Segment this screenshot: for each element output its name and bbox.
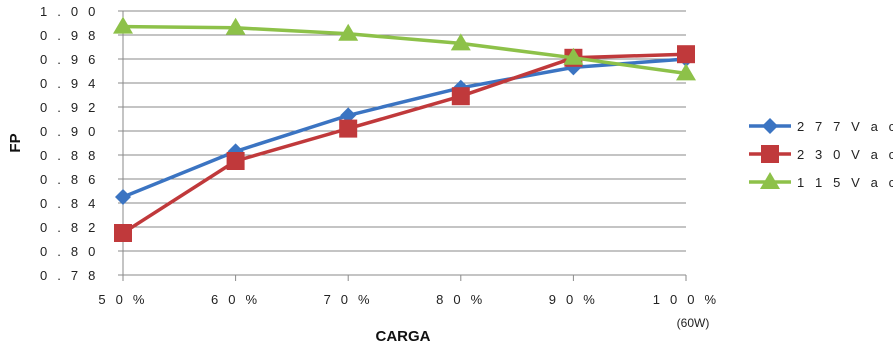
y-tick-label: 0 . 9 4 — [40, 76, 99, 91]
y-axis-ticks: 1 . 0 0 0 . 9 8 0 . 9 6 0 . 9 4 0 . 9 2 0 . 9… — [40, 4, 99, 283]
x-tick-label: 9 0 % — [549, 292, 598, 307]
data-point-square — [114, 224, 132, 242]
data-point-diamond — [340, 107, 357, 124]
legend-label: 2 3 0 V a c — [797, 147, 893, 162]
x-tick-label: 5 0 % — [98, 292, 147, 307]
y-tick-label: 0 . 8 6 — [40, 172, 99, 187]
y-tick-label: 0 . 9 2 — [40, 100, 99, 115]
y-tick-label: 0 . 9 6 — [40, 52, 99, 67]
data-point-triangle — [225, 17, 246, 35]
data-point-triangle — [676, 63, 696, 81]
series-line — [122, 57, 687, 199]
legend-marker-triangle — [760, 172, 780, 189]
x-tick-label: 1 0 0 % — [653, 292, 720, 307]
x-tick-label: 6 0 % — [211, 292, 260, 307]
y-tick-label: 0 . 9 8 — [40, 28, 99, 43]
x-axis-title: CARGA — [376, 328, 431, 345]
data-point-square — [339, 119, 358, 138]
y-tick-label: 0 . 7 8 — [40, 268, 99, 283]
series-layer — [113, 16, 696, 242]
x-axis-ticks: 5 0 % 6 0 % 7 0 % 8 0 % 9 0 % 1 0 0 % — [98, 275, 720, 307]
legend-marker-square — [761, 145, 779, 163]
series-line — [122, 24, 687, 76]
y-tick-label: 0 . 8 8 — [40, 148, 99, 163]
data-point-triangle — [450, 33, 471, 51]
grid-lines — [118, 10, 686, 276]
y-tick-label: 0 . 9 0 — [40, 124, 99, 139]
x-tick-label: 8 0 % — [436, 292, 485, 307]
data-point-diamond — [115, 189, 131, 205]
data-point-triangle — [338, 23, 359, 41]
data-point-square — [677, 45, 695, 64]
data-point-square — [451, 87, 470, 106]
data-point-triangle — [113, 16, 133, 34]
y-tick-label: 0 . 8 2 — [40, 220, 99, 235]
y-axis-title: FP — [7, 133, 24, 152]
legend: 2 7 7 V a c 2 3 0 V a c 1 1 5 V a c — [749, 118, 893, 190]
data-point-square — [226, 152, 245, 170]
x-tick-label: 7 0 % — [324, 292, 373, 307]
legend-marker-diamond — [762, 118, 778, 134]
data-point-triangle — [563, 47, 584, 65]
legend-label: 2 7 7 V a c — [797, 119, 893, 134]
y-tick-label: 0 . 8 0 — [40, 244, 99, 259]
y-tick-label: 1 . 0 0 — [40, 4, 99, 19]
legend-label: 1 1 5 V a c — [797, 175, 893, 190]
series-line — [122, 52, 687, 235]
y-tick-label: 0 . 8 4 — [40, 196, 99, 211]
x-axis-note: (60W) — [677, 316, 710, 330]
